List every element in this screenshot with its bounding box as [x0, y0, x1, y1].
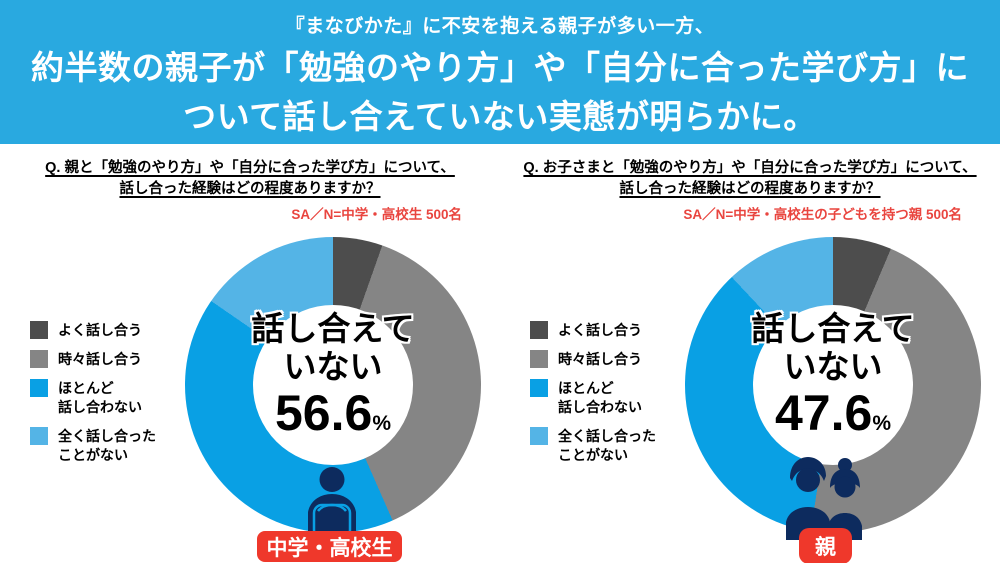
legend-item: 全く話し合った ことがない [30, 427, 156, 465]
parents-icon [786, 457, 862, 540]
legend-swatch-gray [30, 350, 48, 368]
donut-center-text-parents: 話し合えて いない 47.6% [683, 310, 983, 450]
legend-swatch-light-blue [30, 427, 48, 445]
badge-parents: 親 [799, 528, 852, 563]
legend-item: 時々話し合う [30, 350, 156, 369]
legend-swatch-dark-gray [530, 321, 548, 339]
center-label-line2: いない [283, 348, 383, 385]
question-students: Q. 親と「勉強のやり方」や「自分に合った学び方」について、 話し合った経験はど… [0, 158, 500, 200]
sample-note-students: SA／N=中学・高校生 500名 [291, 207, 462, 222]
legend-label: よく話し合う [58, 322, 142, 338]
donut-hole [253, 305, 413, 465]
panel-students: Q. 親と「勉強のやり方」や「自分に合った学び方」について、 話し合った経験はど… [0, 144, 500, 563]
legend-label: ことがない [558, 447, 628, 463]
donut-hole [753, 305, 913, 465]
percent-sign: % [372, 412, 391, 435]
legend-parents: よく話し合う 時々話し合う ほとんど 話し合わない 全く話し合った ことがない [530, 321, 656, 465]
header-title-line2: ついて話し合えていない実態が明らかに。 [183, 98, 817, 135]
center-value: 47.6% [774, 385, 891, 441]
percent-sign: % [872, 412, 891, 435]
legend-label: 全く話し合った [58, 428, 156, 444]
question-line-2: 話し合った経験はどの程度ありますか？ [619, 181, 881, 197]
legend-label: 時々話し合う [58, 351, 142, 367]
legend-label: ほとんど [558, 380, 614, 396]
legend-label: 話し合わない [58, 399, 142, 415]
legend-swatch-gray [530, 350, 548, 368]
header-subtitle: 『まなびかた』に不安を抱える親子が多い一方、 [285, 16, 715, 37]
legend-swatch-dark-gray [30, 321, 48, 339]
legend-swatch-blue [530, 379, 548, 397]
legend-swatch-blue [30, 379, 48, 397]
center-label-line1: 話し合えて [251, 310, 415, 347]
question-line-2: 話し合った経験はどの程度ありますか？ [119, 181, 381, 197]
center-value: 56.6% [274, 385, 391, 441]
question-line-1: Q. 親と「勉強のやり方」や「自分に合った学び方」について、 [45, 160, 455, 176]
header-title-line1: 約半数の親子が「勉強のやり方」や「自分に合った学び方」に [31, 49, 969, 86]
question-line-1: Q. お子さまと「勉強のやり方」や「自分に合った学び方」について、 [523, 160, 977, 176]
center-label-line2: いない [783, 348, 883, 385]
legend-swatch-light-blue [530, 427, 548, 445]
student-icon [308, 467, 356, 538]
legend-students: よく話し合う 時々話し合う ほとんど 話し合わない 全く話し合った ことがない [30, 321, 156, 465]
center-label-line1: 話し合えて [751, 310, 915, 347]
legend-item: 全く話し合った ことがない [530, 427, 656, 465]
legend-label: よく話し合う [558, 322, 642, 338]
header-banner: 『まなびかた』に不安を抱える親子が多い一方、 約半数の親子が「勉強のやり方」や「… [0, 0, 1000, 144]
question-parents: Q. お子さまと「勉強のやり方」や「自分に合った学び方」について、 話し合った経… [500, 158, 1000, 200]
legend-label: 全く話し合った [558, 428, 656, 444]
badge-students: 中学・高校生 [257, 531, 402, 562]
donut-center-text-students: 話し合えて いない 56.6% [183, 310, 483, 450]
legend-item: ほとんど 話し合わない [530, 379, 656, 417]
panel-parents: Q. お子さまと「勉強のやり方」や「自分に合った学び方」について、 話し合った経… [500, 144, 1000, 563]
legend-label: ことがない [58, 447, 128, 463]
legend-label: 時々話し合う [558, 351, 642, 367]
legend-label: ほとんど [58, 380, 114, 396]
legend-item: よく話し合う [530, 321, 656, 340]
legend-item: ほとんど 話し合わない [30, 379, 156, 417]
sample-note-parents: SA／N=中学・高校生の子どもを持つ親 500名 [683, 207, 962, 222]
legend-label: 話し合わない [558, 399, 642, 415]
legend-item: 時々話し合う [530, 350, 656, 369]
legend-item: よく話し合う [30, 321, 156, 340]
